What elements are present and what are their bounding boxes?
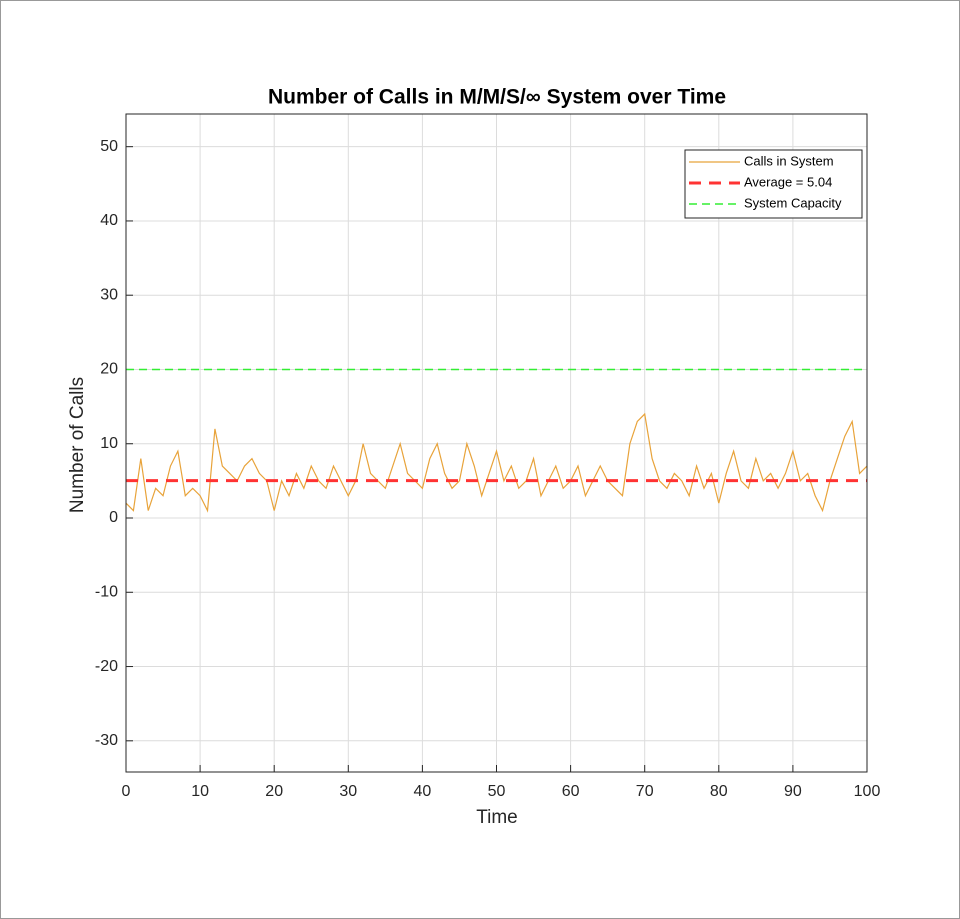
y-tick-label: 50 bbox=[100, 138, 118, 155]
x-tick-label: 70 bbox=[636, 783, 654, 800]
axes-box bbox=[125, 113, 868, 773]
x-tick-label: 50 bbox=[488, 783, 506, 800]
legend-label: Calls in System bbox=[744, 153, 834, 168]
x-tick-label: 80 bbox=[710, 783, 728, 800]
y-tick-label: 40 bbox=[100, 212, 118, 229]
y-tick-label: -30 bbox=[95, 732, 118, 749]
legend-label: System Capacity bbox=[744, 195, 842, 210]
series-line bbox=[125, 412, 868, 513]
y-tick-label: 10 bbox=[100, 435, 118, 452]
x-tick-label: 30 bbox=[339, 783, 357, 800]
x-tick-label: 10 bbox=[191, 783, 209, 800]
y-tick-label: -10 bbox=[95, 583, 118, 600]
y-axis-label: Number of Calls bbox=[67, 377, 88, 513]
x-tick-label: 90 bbox=[784, 783, 802, 800]
x-axis-label: Time bbox=[476, 807, 518, 828]
y-tick-label: -20 bbox=[95, 658, 118, 675]
y-tick-label: 20 bbox=[100, 361, 118, 378]
x-tick-label: 20 bbox=[265, 783, 283, 800]
x-tick-label: 60 bbox=[562, 783, 580, 800]
legend-label: Average = 5.04 bbox=[744, 174, 832, 189]
x-tick-label: 40 bbox=[414, 783, 432, 800]
x-tick-label: 0 bbox=[122, 783, 131, 800]
y-tick-label: 0 bbox=[109, 509, 118, 526]
y-tick-label: 30 bbox=[100, 286, 118, 303]
x-tick-label: 100 bbox=[854, 783, 881, 800]
chart-title: Number of Calls in M/M/S/∞ System over T… bbox=[268, 86, 726, 109]
